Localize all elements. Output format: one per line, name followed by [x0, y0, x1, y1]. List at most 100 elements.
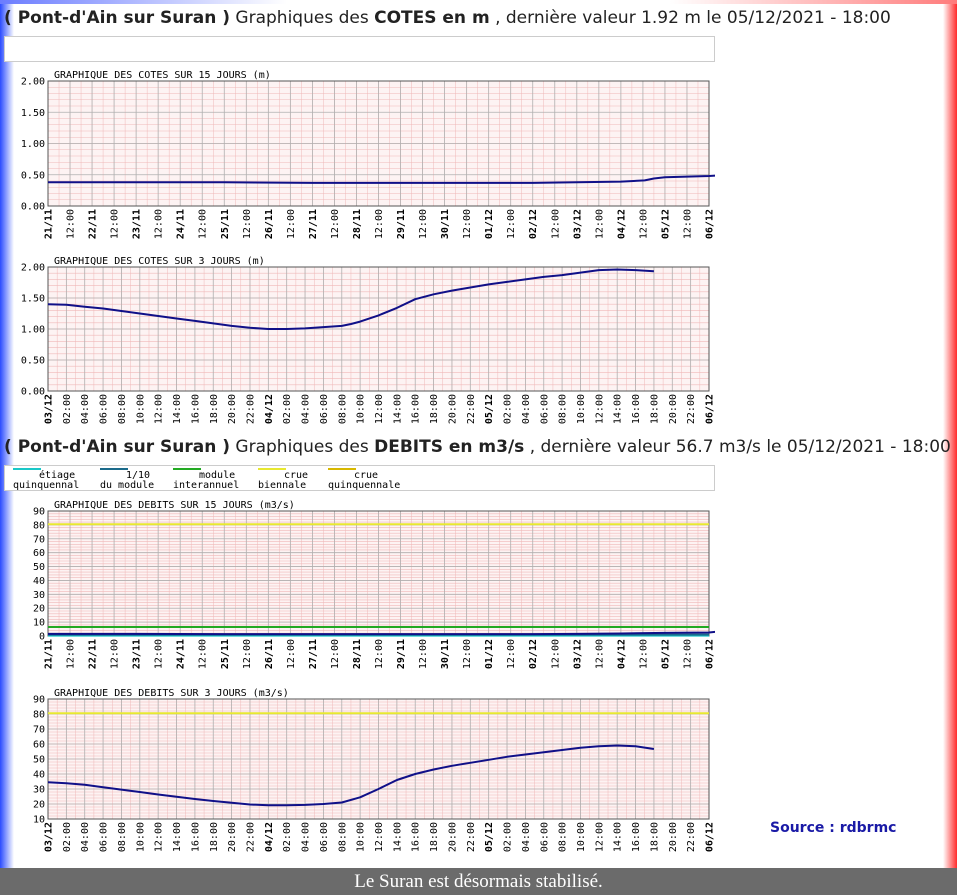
x-tick-label: 10:00: [135, 394, 146, 424]
x-tick-label: 20:00: [227, 822, 238, 852]
x-tick-label: 05/12: [484, 822, 495, 852]
x-tick-label: 02:00: [62, 822, 73, 852]
chart-debits-15-jours: 0 10 20 30 40 50 60 70 80 90 21/11 12:00 22/11 12:00 2…: [33, 500, 715, 669]
debits-heading: ( Pont-d'Ain sur Suran ) Graphiques des …: [4, 437, 951, 457]
x-tick-label: 16:00: [411, 822, 422, 852]
x-tick-label: 16:00: [631, 394, 642, 424]
x-tick-label: 14:00: [392, 394, 403, 424]
x-tick-label: 06:00: [99, 822, 110, 852]
x-tick-label: 14:00: [613, 394, 624, 424]
x-tick-label: 21/11: [44, 209, 55, 239]
x-tick-label: 12:00: [594, 209, 605, 239]
x-tick-label: 02:00: [62, 394, 73, 424]
x-tick-label: 12:00: [154, 822, 165, 852]
x-tick-label: 04/12: [616, 209, 627, 239]
x-tick-label: 12:00: [682, 209, 693, 239]
x-tick-label: 18:00: [429, 394, 440, 424]
x-tick-label: 12:00: [462, 639, 473, 669]
y-tick-label: 50: [33, 755, 45, 766]
cotes-prefix: Graphiques des: [235, 8, 369, 28]
legend-swatch-crue-biennale: [258, 468, 286, 470]
legend-etiage-label2: quinquennal: [13, 480, 80, 491]
x-tick-label: 12:00: [374, 209, 385, 239]
x-tick-label: 18:00: [429, 822, 440, 852]
x-tick-label: 12:00: [374, 394, 385, 424]
y-tick-label: 0.00: [21, 202, 45, 213]
x-tick-label: 02:00: [503, 822, 514, 852]
legend-swatch-crue-quinquennale: [328, 468, 356, 470]
x-tick-label: 24/11: [176, 209, 187, 239]
y-tick-label: 20: [33, 604, 45, 615]
y-tick-label: 2.00: [21, 263, 45, 274]
cotes-heading: ( Pont-d'Ain sur Suran ) Graphiques des …: [4, 8, 891, 28]
x-tick-label: 12:00: [682, 639, 693, 669]
debits-prefix: Graphiques des: [235, 437, 369, 457]
x-tick-label: 04/12: [264, 394, 275, 424]
x-tick-label: 06:00: [539, 822, 550, 852]
x-tick-label: 12:00: [550, 209, 561, 239]
x-tick-label: 12:00: [66, 639, 77, 669]
x-tick-label: 04/12: [264, 822, 275, 852]
debits-last-value: , dernière valeur 56.7 m3/s le 05/12/202…: [529, 437, 951, 457]
x-tick-label: 08:00: [337, 394, 348, 424]
x-tick-label: 10:00: [576, 822, 587, 852]
x-tick-label: 12:00: [462, 209, 473, 239]
legend-dixieme-label1: 1/10: [126, 470, 151, 481]
y-tick-label: 0.00: [21, 387, 45, 398]
x-tick-label: 12:00: [550, 639, 561, 669]
chart-debits-3-jours: 10 20 30 40 50 60 70 80 90 03/12 02:00 04:00 06:00 08…: [33, 688, 716, 852]
x-tick-label: 03/12: [44, 394, 55, 424]
x-tick-label: 20:00: [668, 394, 679, 424]
x-tick-label: 02:00: [503, 394, 514, 424]
y-tick-label: 80: [33, 520, 45, 531]
y-tick-label: 70: [33, 725, 45, 736]
x-tick-label: 30/11: [440, 639, 451, 669]
x-tick-label: 20:00: [447, 822, 458, 852]
x-tick-label: 08:00: [117, 394, 128, 424]
legend-module-label2: interannuel: [173, 480, 240, 491]
x-tick-label: 06/12: [705, 209, 716, 239]
x-tick-label: 12:00: [594, 394, 605, 424]
chart-title: GRAPHIQUE DES COTES SUR 15 JOURS (m): [54, 70, 271, 81]
legend-quinquennale-label1: crue: [354, 470, 379, 481]
y-tick-label: 80: [33, 710, 45, 721]
x-tick-label: 05/12: [484, 394, 495, 424]
x-tick-label: 05/12: [660, 209, 671, 239]
y-tick-label: 0.50: [21, 356, 45, 367]
series-line: [47, 744, 655, 807]
x-tick-label: 02/12: [528, 209, 539, 239]
x-tick-label: 22:00: [686, 822, 697, 852]
x-tick-label: 29/11: [396, 209, 407, 239]
x-tick-label: 29/11: [396, 639, 407, 669]
left-border-gradient: [0, 0, 14, 895]
y-tick-label: 60: [33, 740, 45, 751]
debits-measure: DEBITS en m3/s: [374, 437, 525, 457]
legend-swatch-dixieme-module: [100, 468, 128, 470]
x-tick-label: 03/12: [572, 639, 583, 669]
x-tick-label: 10:00: [356, 394, 367, 424]
x-tick-label: 08:00: [117, 822, 128, 852]
y-tick-label: 90: [33, 507, 45, 518]
x-tick-label: 04:00: [521, 822, 532, 852]
x-tick-label: 12:00: [418, 639, 429, 669]
x-tick-label: 12:00: [418, 209, 429, 239]
x-tick-label: 12:00: [330, 639, 341, 669]
x-tick-label: 23/11: [132, 639, 143, 669]
chart-title: GRAPHIQUE DES COTES SUR 3 JOURS (m): [54, 256, 265, 267]
y-tick-label: 0: [39, 632, 45, 643]
x-tick-label: 22:00: [245, 822, 256, 852]
x-tick-label: 05/12: [660, 639, 671, 669]
x-tick-label: 16:00: [190, 394, 201, 424]
x-tick-label: 21/11: [44, 639, 55, 669]
x-tick-label: 12:00: [66, 209, 77, 239]
x-tick-label: 02:00: [282, 822, 293, 852]
x-tick-label: 26/11: [264, 639, 275, 669]
x-tick-label: 06/12: [705, 822, 716, 852]
x-tick-label: 08:00: [337, 822, 348, 852]
legend-quinquennale-label2: quinquennale: [328, 480, 401, 491]
legend-swatch-etiage: [13, 468, 41, 470]
x-tick-label: 16:00: [411, 394, 422, 424]
x-tick-label: 18:00: [209, 394, 220, 424]
x-tick-label: 03/12: [572, 209, 583, 239]
x-tick-label: 06:00: [319, 822, 330, 852]
